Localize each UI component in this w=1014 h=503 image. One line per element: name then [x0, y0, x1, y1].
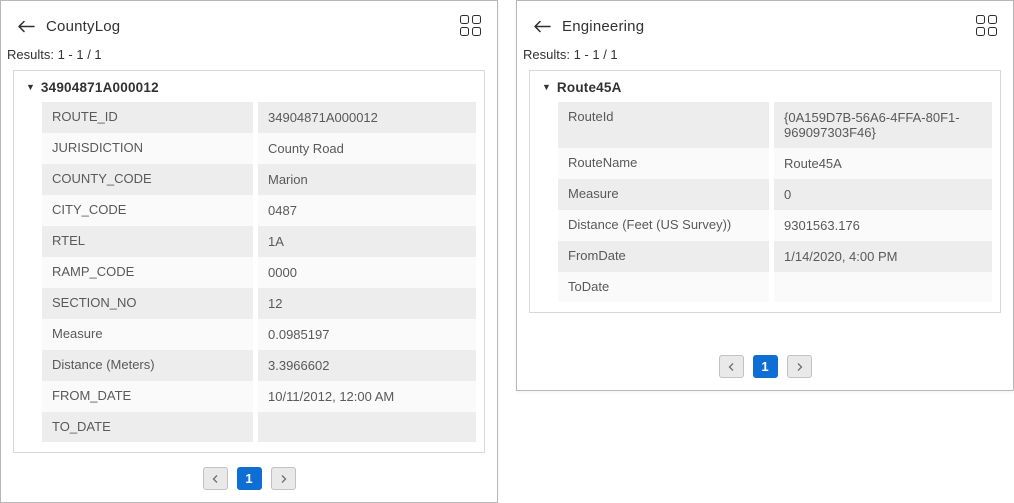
- previous-page-button[interactable]: [718, 355, 744, 378]
- table-row: Distance (Feet (US Survey)) 9301563.176: [558, 210, 992, 241]
- attribute-label: RTEL: [42, 226, 253, 257]
- feature-card: ▼ 34904871A000012 ROUTE_ID 34904871A00001…: [13, 70, 485, 453]
- next-page-button[interactable]: [270, 467, 296, 490]
- attribute-label: RouteId: [558, 102, 769, 148]
- attribute-label: Measure: [42, 319, 253, 350]
- table-row: RouteId {0A159D7B-56A6-4FFA-80F1-96909730…: [558, 102, 992, 148]
- dock-icon[interactable]: [459, 14, 483, 38]
- panel-title: Engineering: [562, 17, 645, 35]
- table-row: FROM_DATE 10/11/2012, 12:00 AM: [42, 381, 476, 412]
- attribute-value: [774, 272, 992, 302]
- feature-title: Route45A: [556, 80, 622, 95]
- attribute-value: County Road: [258, 133, 476, 164]
- attribute-label: COUNTY_CODE: [42, 164, 253, 195]
- attribute-value: 0000: [258, 257, 476, 288]
- table-row: RTEL 1A: [42, 226, 476, 257]
- attribute-value: 0: [774, 179, 992, 210]
- attribute-value: 3.3966602: [258, 350, 476, 381]
- results-count: Results: 1 - 1 / 1: [7, 47, 102, 62]
- attribute-label: TO_DATE: [42, 412, 253, 442]
- attribute-table: RouteId {0A159D7B-56A6-4FFA-80F1-96909730…: [558, 102, 992, 302]
- attribute-value: 0.0985197: [258, 319, 476, 350]
- attribute-label: FROM_DATE: [42, 381, 253, 412]
- attribute-value: Route45A: [774, 148, 992, 179]
- results-count: Results: 1 - 1 / 1: [523, 47, 618, 62]
- feature-collapse-header[interactable]: ▼ Route45A: [530, 73, 1000, 101]
- countylog-panel: CountyLog Results: 1 - 1 / 1 ▼ 34904871A…: [0, 0, 498, 503]
- chevron-right-icon: [281, 474, 286, 483]
- attribute-value: [258, 412, 476, 442]
- attribute-label: Distance (Feet (US Survey)): [558, 210, 769, 241]
- table-row: Measure 0.0985197: [42, 319, 476, 350]
- attribute-value: 10/11/2012, 12:00 AM: [258, 381, 476, 412]
- attribute-label: FromDate: [558, 241, 769, 272]
- table-row: RouteName Route45A: [558, 148, 992, 179]
- caret-down-icon: ▼: [26, 82, 35, 92]
- attribute-value: Marion: [258, 164, 476, 195]
- back-arrow-icon: [533, 20, 551, 32]
- attribute-value: 0487: [258, 195, 476, 226]
- table-row: Measure 0: [558, 179, 992, 210]
- chevron-right-icon: [797, 362, 802, 371]
- attribute-label: JURISDICTION: [42, 133, 253, 164]
- attribute-label: RAMP_CODE: [42, 257, 253, 288]
- panel-header: Engineering: [517, 1, 1013, 38]
- engineering-panel: Engineering Results: 1 - 1 / 1 ▼ Route45…: [516, 0, 1014, 391]
- chevron-left-icon: [728, 362, 733, 371]
- table-row: TO_DATE: [42, 412, 476, 442]
- attribute-label: ToDate: [558, 272, 769, 302]
- back-button[interactable]: [16, 18, 36, 34]
- table-row: JURISDICTION County Road: [42, 133, 476, 164]
- table-row: CITY_CODE 0487: [42, 195, 476, 226]
- table-row: RAMP_CODE 0000: [42, 257, 476, 288]
- attribute-value: 12: [258, 288, 476, 319]
- back-arrow-icon: [17, 20, 35, 32]
- attribute-label: CITY_CODE: [42, 195, 253, 226]
- panel-header: CountyLog: [1, 1, 497, 38]
- attribute-table: ROUTE_ID 34904871A000012 JURISDICTION Coun…: [42, 102, 476, 442]
- panel-title: CountyLog: [46, 17, 121, 35]
- attribute-label: SECTION_NO: [42, 288, 253, 319]
- attribute-value: 34904871A000012: [258, 102, 476, 133]
- table-row: ROUTE_ID 34904871A000012: [42, 102, 476, 133]
- feature-card: ▼ Route45A RouteId {0A159D7B-56A6-4FFA-80…: [529, 70, 1001, 313]
- attribute-value: 1A: [258, 226, 476, 257]
- table-row: FromDate 1/14/2020, 4:00 PM: [558, 241, 992, 272]
- attribute-label: Measure: [558, 179, 769, 210]
- attribute-label: ROUTE_ID: [42, 102, 253, 133]
- next-page-button[interactable]: [786, 355, 812, 378]
- pagination: 1: [517, 355, 1013, 390]
- previous-page-button[interactable]: [202, 467, 228, 490]
- back-button[interactable]: [532, 18, 552, 34]
- table-row: ToDate: [558, 272, 992, 302]
- pagination: 1: [1, 467, 497, 502]
- attribute-label: Distance (Meters): [42, 350, 253, 381]
- page-number-button[interactable]: 1: [752, 355, 778, 378]
- table-row: Distance (Meters) 3.3966602: [42, 350, 476, 381]
- attribute-label: RouteName: [558, 148, 769, 179]
- feature-title: 34904871A000012: [40, 80, 159, 95]
- table-row: COUNTY_CODE Marion: [42, 164, 476, 195]
- chevron-left-icon: [212, 474, 217, 483]
- caret-down-icon: ▼: [542, 82, 551, 92]
- attribute-value: 9301563.176: [774, 210, 992, 241]
- page-number-button[interactable]: 1: [236, 467, 262, 490]
- feature-collapse-header[interactable]: ▼ 34904871A000012: [14, 73, 484, 101]
- dock-icon[interactable]: [975, 14, 999, 38]
- table-row: SECTION_NO 12: [42, 288, 476, 319]
- attribute-value: 1/14/2020, 4:00 PM: [774, 241, 992, 272]
- attribute-value: {0A159D7B-56A6-4FFA-80F1-969097303F46}: [774, 102, 992, 148]
